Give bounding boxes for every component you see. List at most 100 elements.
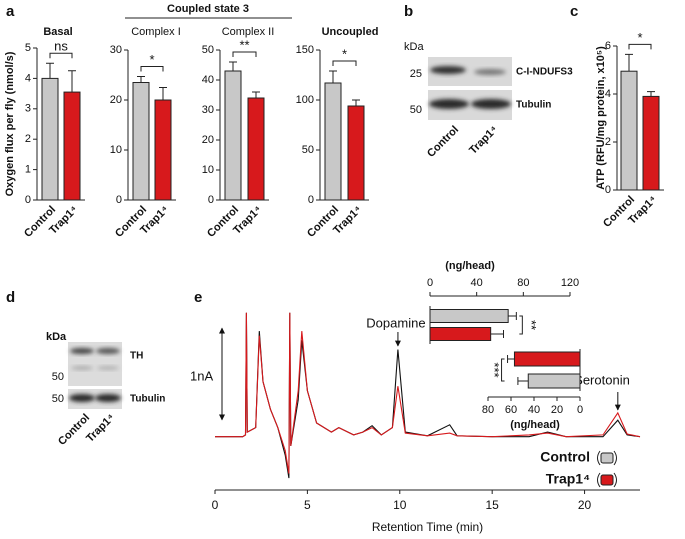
band-label: Tubulin [516, 100, 551, 111]
y-tick-label: 30 [202, 104, 214, 116]
x-tick-label: 0 [577, 404, 583, 416]
x-tick-label: 10 [393, 498, 407, 512]
y-tick-label: 10 [110, 144, 122, 156]
error-bar [68, 70, 76, 93]
y-tick-label: 20 [110, 94, 122, 106]
significance-label: *** [487, 362, 502, 377]
significance-bracket [519, 315, 523, 335]
x-tick-label: 40 [528, 404, 540, 416]
error-bar [490, 330, 504, 338]
bar [527, 373, 581, 389]
y-tick-label: 1 [25, 164, 31, 176]
y-tick-label: 6 [605, 40, 611, 52]
error-bar [647, 91, 655, 97]
significance-bracket [332, 60, 357, 66]
blot-unit: kDa [46, 331, 67, 343]
chart-title: Complex I [131, 26, 181, 38]
y-tick-label: 0 [25, 194, 31, 206]
lane-label: Trap1⁴ [84, 412, 117, 445]
bar [41, 77, 59, 201]
x-tick-label: 20 [578, 498, 592, 512]
significance-bracket [501, 358, 505, 382]
bar [132, 82, 150, 201]
y-tick-label: 20 [202, 134, 214, 146]
y-tick-label: 3 [25, 103, 31, 115]
y-tick-label: 4 [605, 88, 611, 100]
bar [513, 351, 581, 367]
significance-bracket [49, 52, 73, 59]
chart-title: Basal [43, 26, 72, 38]
legend-label: Control [540, 449, 590, 465]
y-tick-label: 0 [605, 184, 611, 196]
x-tick-label: 80 [482, 404, 494, 416]
legend-swatch [600, 452, 614, 464]
marker-size: 50 [52, 371, 64, 383]
error-bar [329, 70, 337, 83]
legend-label: Trap1⁴ [546, 471, 590, 487]
y-tick-label: 0 [308, 194, 314, 206]
y-tick-label: 2 [25, 133, 31, 145]
blot-strip [68, 389, 122, 409]
lane-label: Control [425, 124, 461, 160]
band [429, 99, 469, 109]
band [70, 348, 94, 354]
marker-size: 50 [52, 393, 64, 405]
lane-label: Control [56, 412, 92, 448]
significance-label: ** [239, 37, 249, 52]
marker-size: 50 [410, 104, 422, 116]
legend-paren [597, 472, 617, 488]
error-bar [46, 62, 54, 79]
blot-d: kDa 50 50 TH Tubulin Control Trap1⁴ [46, 331, 165, 448]
x-tick-label: 40 [471, 277, 483, 289]
blot-unit: kDa [404, 41, 424, 53]
x-tick-label: 0 [212, 498, 219, 512]
error-bar [508, 312, 517, 320]
scale-bar-label: 1nA [190, 368, 213, 383]
x-tick-label: 80 [517, 277, 529, 289]
x-axis-label: Retention Time (min) [372, 520, 483, 534]
x-tick-label: 20 [551, 404, 563, 416]
bar [224, 70, 242, 201]
significance-bracket [232, 51, 257, 57]
significance-bracket [140, 66, 164, 72]
significance-label: * [149, 52, 154, 67]
significance-label: ns [54, 39, 68, 54]
bar [642, 95, 660, 191]
error-bar [352, 99, 360, 106]
x-tick-label: 60 [505, 404, 517, 416]
band [71, 366, 93, 370]
x-axis-label: (ng/head) [445, 260, 495, 272]
legend-swatch [600, 474, 614, 486]
chart-title: Complex II [222, 26, 275, 38]
y-tick-label: 150 [296, 44, 314, 56]
significance-label: * [342, 46, 347, 61]
panel-label: b [404, 3, 413, 20]
error-bar [507, 355, 515, 363]
band [95, 394, 121, 402]
y-tick-label: 50 [202, 44, 214, 56]
y-tick-label: 100 [296, 94, 314, 106]
band [474, 69, 506, 75]
bar [63, 91, 81, 201]
y-tick-label: 2 [605, 136, 611, 148]
lane-label: Trap1⁴ [467, 124, 500, 157]
panel-label: e [194, 289, 202, 306]
blot-b: kDa 25 50 C-I-NDUFS3 Tubulin Control Tra… [404, 41, 573, 160]
bar [154, 99, 172, 201]
bar [347, 105, 365, 201]
band [430, 66, 466, 74]
y-tick-label: 30 [110, 44, 122, 56]
x-tick-label: Control [305, 204, 341, 240]
bar [620, 70, 638, 191]
x-tick-label: 15 [485, 498, 499, 512]
trace [215, 312, 641, 474]
y-tick-label: 50 [302, 144, 314, 156]
significance-label: * [637, 30, 642, 45]
band [97, 366, 119, 370]
annotation: Serotonin [574, 372, 630, 387]
error-bar [137, 76, 145, 83]
error-bar [252, 91, 260, 98]
error-bar [159, 87, 167, 100]
error-bar [625, 53, 633, 72]
